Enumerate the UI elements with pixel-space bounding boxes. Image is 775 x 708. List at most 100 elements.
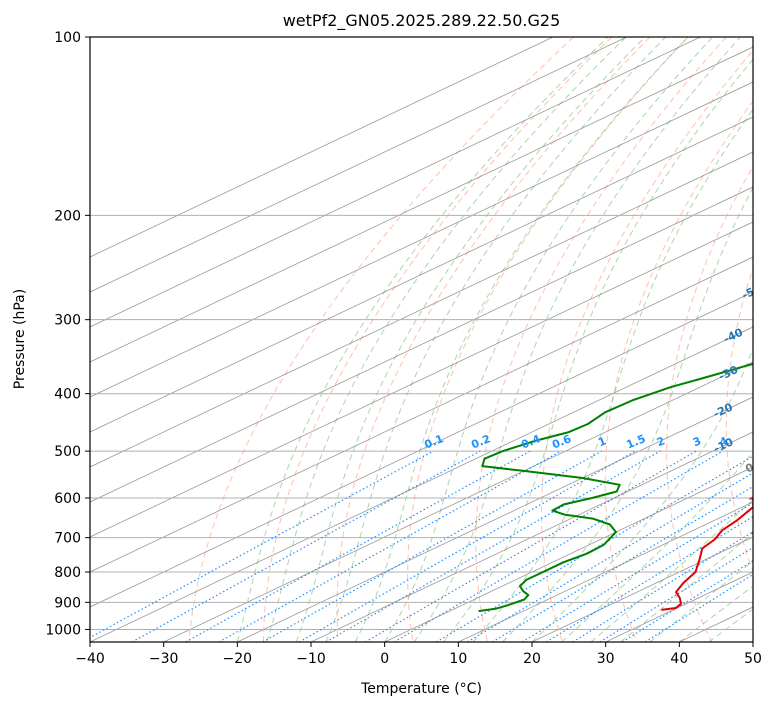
x-tick-label: 50 <box>744 651 762 667</box>
isotherm-line <box>90 151 753 468</box>
isotherm-label: -50 <box>740 282 764 302</box>
pressure-gridlines <box>90 37 753 630</box>
dry-adiabat <box>604 100 753 642</box>
dry-adiabat <box>541 49 753 642</box>
x-axis-ticks: −40 −30 −20 −10 0 10 20 30 40 50 <box>75 642 762 667</box>
sounding-series <box>478 362 753 613</box>
mixing-ratio-line <box>572 531 753 642</box>
isotherm-label: 40 <box>771 584 775 602</box>
dry-adiabat <box>263 37 613 642</box>
isotherm-line <box>90 256 753 573</box>
isotherm-line <box>90 37 554 258</box>
moist-adiabat <box>266 37 627 642</box>
y-tick-label: 1000 <box>45 622 81 638</box>
mixing-ratio-line <box>622 560 753 642</box>
x-tick-label: −40 <box>75 651 105 667</box>
isotherm-line <box>384 466 753 642</box>
moist-adiabat <box>472 108 753 642</box>
y-tick-label: 300 <box>54 313 81 329</box>
x-tick-label: −30 <box>149 651 179 667</box>
isotherm-label: 30 <box>760 554 775 572</box>
x-axis-label: Temperature (°C) <box>360 681 482 697</box>
dry-adiabat <box>336 37 651 642</box>
isotherm-line <box>90 46 753 363</box>
isotherm-line <box>90 116 753 433</box>
isotherm-line <box>752 641 753 642</box>
isotherm-line <box>531 536 753 642</box>
mixing-ratio-line <box>262 450 602 642</box>
y-tick-label: 200 <box>54 208 81 224</box>
mixing-ratio-label: 0.1 <box>423 432 446 451</box>
mixing-ratio-line <box>218 450 562 642</box>
isotherm-label: 0 <box>743 460 756 475</box>
isotherm-label: -60 <box>758 238 775 258</box>
isotherm-line <box>237 396 753 642</box>
isotherm-line <box>90 326 753 642</box>
isotherm-line <box>90 37 701 328</box>
mixing-ratio-label: 0.2 <box>469 432 492 451</box>
moist-adiabat <box>649 560 753 642</box>
dry-adiabat <box>407 37 689 642</box>
moist-adiabat <box>236 37 609 642</box>
mixing-ratio-line <box>545 515 753 642</box>
mixing-ratio-line <box>644 573 753 642</box>
isotherm-line <box>163 361 753 642</box>
mixing-ratio-label: 6 <box>756 434 768 449</box>
dry-adiabat <box>188 37 574 642</box>
y-tick-label: 600 <box>54 491 81 507</box>
mixing-ratio-label: 2 <box>655 434 667 449</box>
mixing-ratio-line <box>90 450 434 639</box>
isotherm-line <box>90 37 627 293</box>
isotherm-label: 10 <box>747 490 767 508</box>
plot-area: -100-90-80-70-60-50-40-30-20-10010203040… <box>90 37 775 642</box>
isotherm-line <box>458 501 753 642</box>
y-tick-label: 500 <box>54 444 81 460</box>
temperature-profile <box>661 505 753 611</box>
y-axis-label: Pressure (hPa) <box>12 289 28 389</box>
moist-adiabat <box>561 451 753 642</box>
x-tick-label: −10 <box>296 651 326 667</box>
mixing-ratio-line <box>393 450 724 642</box>
y-tick-label: 700 <box>54 531 81 547</box>
x-tick-label: 0 <box>380 651 389 667</box>
moist-adiabat <box>384 37 713 642</box>
x-tick-label: 10 <box>449 651 467 667</box>
isotherms <box>90 37 753 642</box>
dry-adiabat <box>666 165 753 642</box>
mixing-ratio-line <box>599 546 753 642</box>
moist-adiabat <box>502 186 753 642</box>
x-tick-label: −20 <box>223 651 253 667</box>
moist-adiabat <box>708 608 753 642</box>
dry-adiabat <box>475 37 727 642</box>
isotherm-label: -30 <box>717 363 741 383</box>
chart-title: wetPf2_GN05.2025.289.22.50.G25 <box>283 11 561 31</box>
mixing-ratio-label: 1 <box>596 434 608 449</box>
y-tick-label: 800 <box>54 565 81 581</box>
mixing-ratio-line <box>521 502 753 642</box>
y-tick-label: 100 <box>54 30 81 46</box>
x-tick-label: 20 <box>523 651 541 667</box>
moist-adiabat <box>590 498 753 642</box>
plot-frame <box>89 36 754 643</box>
y-tick-label: 400 <box>54 387 81 403</box>
mixing-ratio-line <box>185 450 531 642</box>
moist-adiabat <box>531 346 753 642</box>
moist-adiabat <box>295 37 646 642</box>
isotherm-label: -20 <box>711 400 735 420</box>
mixing-ratio-line <box>364 450 697 642</box>
mixing-ratio-line <box>131 450 481 642</box>
dry-adiabats <box>188 37 753 642</box>
isotherm-line <box>90 291 753 608</box>
mixing-ratio-label: 0.4 <box>519 432 542 451</box>
isotherm-label: -40 <box>721 326 745 346</box>
isotherm-line <box>90 81 753 398</box>
mixing-ratio-line <box>491 485 753 642</box>
moist-adiabat <box>354 37 689 642</box>
x-tick-label: 40 <box>670 651 688 667</box>
isotherm-line <box>90 186 753 503</box>
dewpoint-profile <box>478 362 753 613</box>
mixing-ratio-lines <box>90 450 753 642</box>
moist-adiabats <box>236 37 753 642</box>
mixing-ratio-line <box>467 472 753 642</box>
